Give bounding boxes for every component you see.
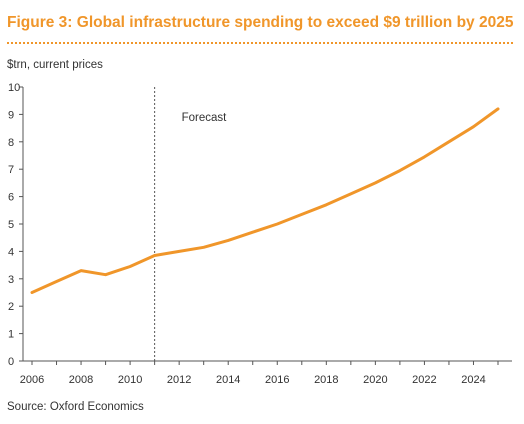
title-divider [7, 42, 513, 44]
y-tick-label: 10 [8, 82, 20, 94]
x-tick-label: 2008 [69, 374, 93, 386]
source-note: Source: Oxford Economics [7, 401, 144, 413]
y-tick-label: 2 [8, 301, 14, 313]
chart-ticks: 0 1 2 3 4 5 6 7 8 9 10 2006 2008 2010 2012 2014 2016 2018… [8, 82, 499, 386]
x-tick-label: 2024 [461, 374, 485, 386]
chart-series [30, 107, 500, 294]
x-tick-label: 2006 [20, 374, 44, 386]
x-tick-label: 2014 [216, 374, 240, 386]
x-tick-label: 2012 [167, 374, 191, 386]
y-tick-label: 1 [8, 329, 14, 341]
y-tick-label: 8 [8, 137, 14, 149]
forecast-label: Forecast [182, 112, 228, 124]
y-tick-label: 7 [8, 164, 14, 176]
y-axis-unit-label: $trn, current prices [7, 59, 103, 71]
y-tick-label: 3 [8, 274, 14, 286]
y-tick-label: 6 [8, 192, 14, 204]
y-tick-label: 4 [8, 246, 14, 258]
x-tick-label: 2010 [118, 374, 142, 386]
series-line [30, 107, 500, 294]
chart-axes [22, 87, 512, 362]
x-tick-label: 2022 [412, 374, 436, 386]
figure-title: Figure 3: Global infrastructure spending… [7, 14, 514, 31]
y-tick-label: 9 [8, 109, 14, 121]
chart-annotations: Forecast [154, 87, 228, 361]
y-tick-label: 5 [8, 219, 14, 231]
y-tick-label: 0 [8, 356, 14, 368]
x-tick-label: 2020 [363, 374, 387, 386]
x-tick-label: 2016 [265, 374, 289, 386]
x-tick-label: 2018 [314, 374, 338, 386]
